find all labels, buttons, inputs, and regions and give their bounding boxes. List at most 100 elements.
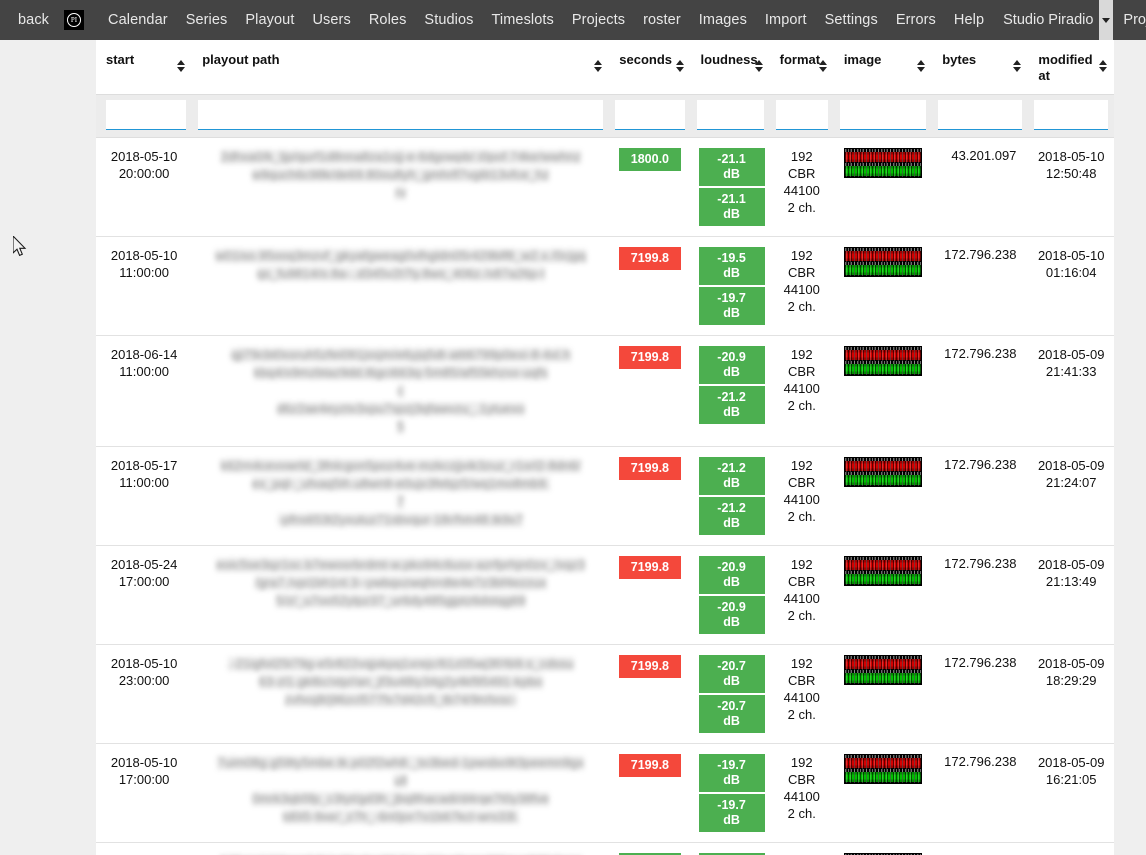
- table-row[interactable]: 2018-05-10 23:00:00 .-21igfol25t79g-e5r82…: [96, 644, 1114, 744]
- top-navbar: back PI Calendar Series Playout Users Roles S…: [0, 0, 1146, 40]
- table-row[interactable]: 2018-05-10 11:00:00 w01iso.95ooq3mzvf_gky…: [96, 236, 1114, 336]
- cell-modified-at: 2018-05-09 21:41:33: [1028, 335, 1114, 447]
- cell-playout-path[interactable]: qji79cbt0ssruh5zfei091jssjm/e6yjq5dt-att…: [192, 335, 610, 447]
- loudness-badge-integrated: -19.5 dB: [698, 247, 765, 285]
- sort-toggle-icon[interactable]: [1099, 60, 1108, 72]
- sort-toggle-icon[interactable]: [675, 60, 685, 72]
- sort-toggle-icon[interactable]: [818, 60, 828, 72]
- cell-image[interactable]: [833, 644, 933, 744]
- table-row[interactable]: 2018-06-14 11:00:00 qji79cbt0ssruh5zfei09…: [96, 335, 1114, 447]
- cell-playout-path[interactable]: 2dhxa0/k_ljp/qurf1d8nna8za1ojj-e-6dgowpb…: [192, 137, 610, 237]
- column-header-label-path: playout path: [202, 52, 280, 67]
- redacted-path-line: zvfxoj8/j96zcl577fx7d42c5_tb74/9n/txsc-: [284, 693, 517, 707]
- nav-link-roster[interactable]: roster: [643, 12, 681, 28]
- cell-playout-path[interactable]: w01iso.95ooq3mzvf_gkyafgweag0vlhgldn05r4…: [192, 236, 610, 336]
- filter-cell-path: [192, 94, 610, 138]
- cell-loudness: -19.5 dB -19.7 dB: [690, 236, 770, 336]
- cell-playout-path[interactable]: 7uim08g.g59ty5mbe.tk.p02f2wh8._to3bed-1p…: [192, 743, 610, 843]
- cell-image[interactable]: [833, 335, 933, 447]
- chevron-down-icon[interactable]: [1099, 0, 1114, 40]
- cell-image[interactable]: [833, 137, 933, 237]
- filter-input-loudness[interactable]: [696, 100, 764, 130]
- column-header-start[interactable]: start: [96, 40, 193, 95]
- filter-input-seconds[interactable]: [615, 100, 685, 130]
- nav-back-link[interactable]: back: [18, 12, 50, 28]
- nav-link-series[interactable]: Series: [185, 12, 228, 28]
- sort-toggle-icon[interactable]: [917, 60, 926, 72]
- project-dropdown[interactable]: Project 88vier: [1113, 0, 1146, 40]
- nav-link-errors[interactable]: Errors: [895, 12, 936, 28]
- seconds-badge: 7199.8: [618, 247, 681, 270]
- cell-image[interactable]: [833, 842, 933, 855]
- seconds-badge: 3600.0: [618, 853, 681, 855]
- nav-link-playout[interactable]: Playout: [245, 12, 295, 28]
- waveform-thumbnail: [844, 655, 922, 685]
- cell-playout-path[interactable]: .-21igfol25t79g-e5r822vqjxkpq1xrejc/61z0…: [192, 644, 610, 744]
- filter-cell-loudness: [690, 94, 770, 138]
- nav-link-roles[interactable]: Roles: [368, 12, 407, 28]
- nav-link-import[interactable]: Import: [764, 12, 807, 28]
- table-row[interactable]: 2018-05-24 17:00:00 eoic5se3qz1sc.b7ewosr…: [96, 545, 1114, 645]
- nav-link-calendar[interactable]: Calendar: [108, 12, 168, 28]
- loudness-stack: -20.7 dB -20.7 dB: [698, 655, 765, 733]
- redacted-path-line: ex_pql-_ufxaq5ih.u8wn9-e0ujx3febjz5/wq1m…: [251, 477, 550, 509]
- mouse-cursor: [13, 236, 27, 257]
- nav-link-help[interactable]: Help: [953, 12, 985, 28]
- cell-modified-at: 2018-05-10 01:16:04: [1028, 236, 1114, 336]
- loudness-stack: -20.9 dB -21.2 dB: [698, 346, 765, 424]
- column-header-seconds[interactable]: seconds: [609, 40, 691, 95]
- cell-seconds: 1800.0: [609, 137, 691, 237]
- cell-modified-at: 2018-05-09 16:21:05: [1028, 743, 1114, 843]
- column-header-image[interactable]: image: [833, 40, 933, 95]
- sort-toggle-icon[interactable]: [177, 60, 186, 72]
- cell-image[interactable]: [833, 545, 933, 645]
- filter-cell-format: [769, 94, 834, 138]
- sort-toggle-icon[interactable]: [754, 60, 764, 72]
- loudness-badge-peak: -19.7 dB: [698, 287, 765, 325]
- redacted-path-line: -pfns653t2yxutuz71sbvqur-18r/hm48.tk9x7: [278, 513, 524, 527]
- filter-input-start[interactable]: [106, 100, 187, 130]
- cell-image[interactable]: [833, 743, 933, 843]
- nav-link-studios[interactable]: Studios: [424, 12, 474, 28]
- nav-link-users[interactable]: Users: [312, 12, 351, 28]
- seconds-badge: 7199.8: [618, 457, 681, 480]
- cell-image[interactable]: [833, 236, 933, 336]
- column-header-path[interactable]: playout path: [192, 40, 610, 95]
- cell-modified-at: 2018-05-09 18:29:29: [1028, 644, 1114, 744]
- table-row[interactable]: 2018-05-17 11:00:00 k62rn4cevvwrld_3fnlcg…: [96, 446, 1114, 546]
- table-row[interactable]: 2018-05-10 17:00:00 7uim08g.g59ty5mbe.tk.…: [96, 743, 1114, 843]
- filter-input-image[interactable]: [839, 100, 927, 130]
- filter-input-bytes[interactable]: [938, 100, 1023, 130]
- column-header-bytes[interactable]: bytes: [932, 40, 1029, 95]
- table-body: 2018-05-10 20:00:00 2dhxa0/k_ljp/qurf1d8n…: [96, 137, 1114, 855]
- column-header-loudness[interactable]: loudness: [690, 40, 770, 95]
- cell-image[interactable]: [833, 446, 933, 546]
- column-header-format[interactable]: format: [769, 40, 834, 95]
- nav-link-projects[interactable]: Projects: [571, 12, 626, 28]
- nav-link-settings[interactable]: Settings: [824, 12, 878, 28]
- waveform-thumbnail: [844, 346, 922, 376]
- column-header-modified[interactable]: modified at: [1028, 40, 1114, 95]
- table-head: start playout path seconds loudness format im…: [96, 40, 1114, 138]
- app-logo[interactable]: PI: [58, 0, 90, 40]
- cell-playout-path[interactable]: k62rn4cevvwrld_3fnlcgon5poz4ve-mzkczjjvi…: [192, 446, 610, 546]
- sort-toggle-icon[interactable]: [594, 60, 603, 72]
- redacted-path-line: qs_fu9814/o.8a-..d345v2t7ly.8ws_406z./x8…: [256, 267, 545, 281]
- cell-playout-path[interactable]: 1d3-ewiyb9aup1rfeiw0kc4ac79.lkjwxiblog3e…: [192, 842, 610, 855]
- nav-link-timeslots[interactable]: Timeslots: [491, 12, 554, 28]
- cell-loudness: -21.2 dB -21.2 dB: [690, 446, 770, 546]
- sort-toggle-icon[interactable]: [1013, 60, 1022, 72]
- cell-bytes: 172.796.238: [932, 335, 1029, 447]
- filter-input-modified[interactable]: [1034, 100, 1108, 130]
- table-row[interactable]: 2018-05-10 20:00:00 2dhxa0/k_ljp/qurf1d8n…: [96, 137, 1114, 237]
- cell-playout-path[interactable]: eoic5se3qz1sc.b7ewosrbrdmt-w.pko94c6usx-…: [192, 545, 610, 645]
- studio-dropdown[interactable]: Studio Piradio: [993, 0, 1114, 40]
- table-row[interactable]: 2018-05-10 15:00:001d3-ewiyb9aup1rfeiw0k…: [96, 842, 1114, 855]
- filter-input-path[interactable]: [198, 100, 604, 130]
- filter-input-format[interactable]: [775, 100, 828, 130]
- redacted-path-line: eoic5se3qz1sc.b7ewosrbrdmt-w.pko94c6usx-…: [216, 558, 586, 572]
- nav-link-images[interactable]: Images: [698, 12, 747, 28]
- cell-bytes: 172.796.238: [932, 743, 1029, 843]
- waveform-thumbnail: [844, 457, 922, 487]
- column-header-label-modified: modified at: [1038, 52, 1093, 83]
